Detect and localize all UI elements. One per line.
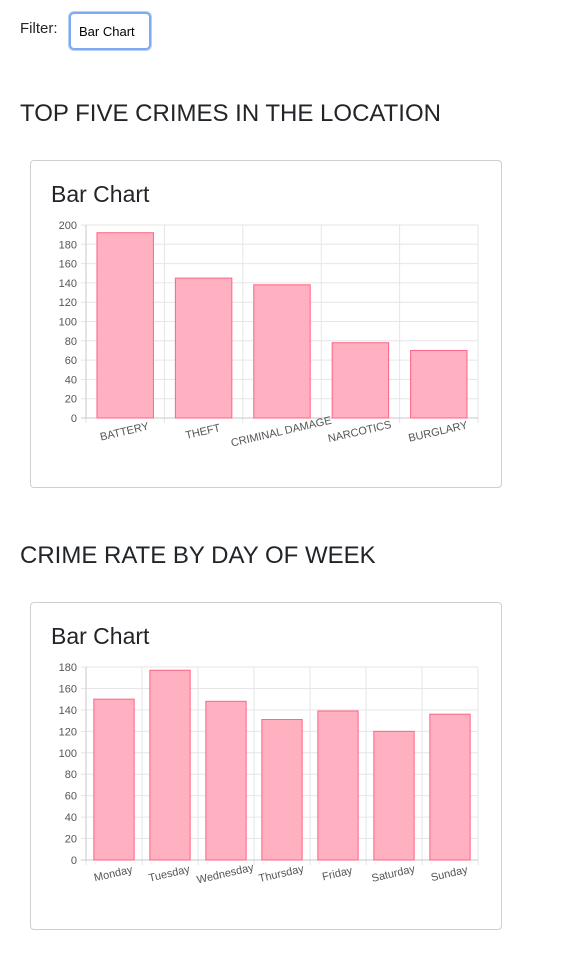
y-tick-label: 40 bbox=[65, 812, 77, 824]
x-tick-label: Wednesday bbox=[196, 862, 256, 887]
y-tick-label: 120 bbox=[59, 726, 77, 738]
bar[interactable] bbox=[253, 284, 311, 419]
bar[interactable] bbox=[149, 669, 191, 861]
x-tick-label: THEFT bbox=[184, 422, 222, 442]
filter-input[interactable] bbox=[69, 12, 151, 50]
bar[interactable] bbox=[205, 700, 247, 861]
x-tick-label: Thursday bbox=[258, 863, 306, 885]
day-of-week-bar-chart: 0 20 40 60 80 100 120 140 160 180 Monday Tuesday Wed… bbox=[59, 662, 479, 887]
bar[interactable] bbox=[410, 349, 468, 419]
y-tick-label: 180 bbox=[59, 239, 77, 251]
chart-title: Bar Chart bbox=[51, 181, 150, 207]
chart-title: Bar Chart bbox=[51, 623, 150, 649]
section-title-top-crimes: TOP FIVE CRIMES IN THE LOCATION bbox=[20, 100, 441, 127]
bar[interactable] bbox=[429, 713, 471, 861]
bar[interactable] bbox=[317, 710, 359, 861]
filter-label: Filter: bbox=[20, 20, 58, 37]
y-tick-label: 20 bbox=[65, 394, 77, 406]
x-tick-label: Sunday bbox=[430, 864, 470, 884]
chart-card-day-of-week: Bar Chart 0 20 40 60 80 100 120 140 160 180 Monday… bbox=[30, 602, 502, 930]
bar[interactable] bbox=[93, 698, 135, 861]
x-tick-label: CRIMINAL DAMAGE bbox=[230, 415, 333, 450]
y-tick-label: 40 bbox=[65, 374, 77, 386]
chart-card-top-crimes: Bar Chart 0 20 40 60 80 100 120 140 160 180 200 BAT… bbox=[30, 160, 502, 488]
x-tick-label: Monday bbox=[93, 864, 134, 885]
bar[interactable] bbox=[373, 730, 415, 861]
y-tick-label: 20 bbox=[65, 834, 77, 846]
y-tick-label: 0 bbox=[71, 855, 77, 867]
x-tick-label: Tuesday bbox=[148, 863, 192, 884]
bar[interactable] bbox=[96, 232, 154, 419]
y-tick-label: 80 bbox=[65, 336, 77, 348]
y-tick-label: 200 bbox=[59, 220, 77, 232]
y-tick-label: 100 bbox=[59, 748, 77, 760]
y-tick-label: 140 bbox=[59, 278, 77, 290]
y-tick-label: 160 bbox=[59, 683, 77, 695]
y-tick-label: 80 bbox=[65, 769, 77, 781]
x-tick-label: BATTERY bbox=[99, 420, 151, 443]
section-title-day-of-week: CRIME RATE BY DAY OF WEEK bbox=[20, 542, 376, 569]
bar[interactable] bbox=[261, 719, 303, 861]
y-tick-label: 120 bbox=[59, 297, 77, 309]
y-tick-label: 180 bbox=[59, 662, 77, 674]
x-tick-label: BURGLARY bbox=[407, 419, 469, 444]
y-tick-label: 0 bbox=[71, 413, 77, 425]
x-tick-label: Friday bbox=[321, 865, 354, 884]
x-tick-label: NARCOTICS bbox=[327, 419, 393, 445]
y-tick-label: 160 bbox=[59, 259, 77, 271]
y-tick-label: 140 bbox=[59, 705, 77, 717]
top-crimes-bar-chart: 0 20 40 60 80 100 120 140 160 180 200 BATTERY THEFT C… bbox=[59, 220, 479, 450]
y-tick-label: 60 bbox=[65, 791, 77, 803]
x-tick-label: Saturday bbox=[371, 863, 417, 885]
bar[interactable] bbox=[331, 342, 390, 419]
y-tick-label: 100 bbox=[59, 317, 77, 329]
y-tick-label: 60 bbox=[65, 355, 77, 367]
bar[interactable] bbox=[174, 277, 233, 419]
